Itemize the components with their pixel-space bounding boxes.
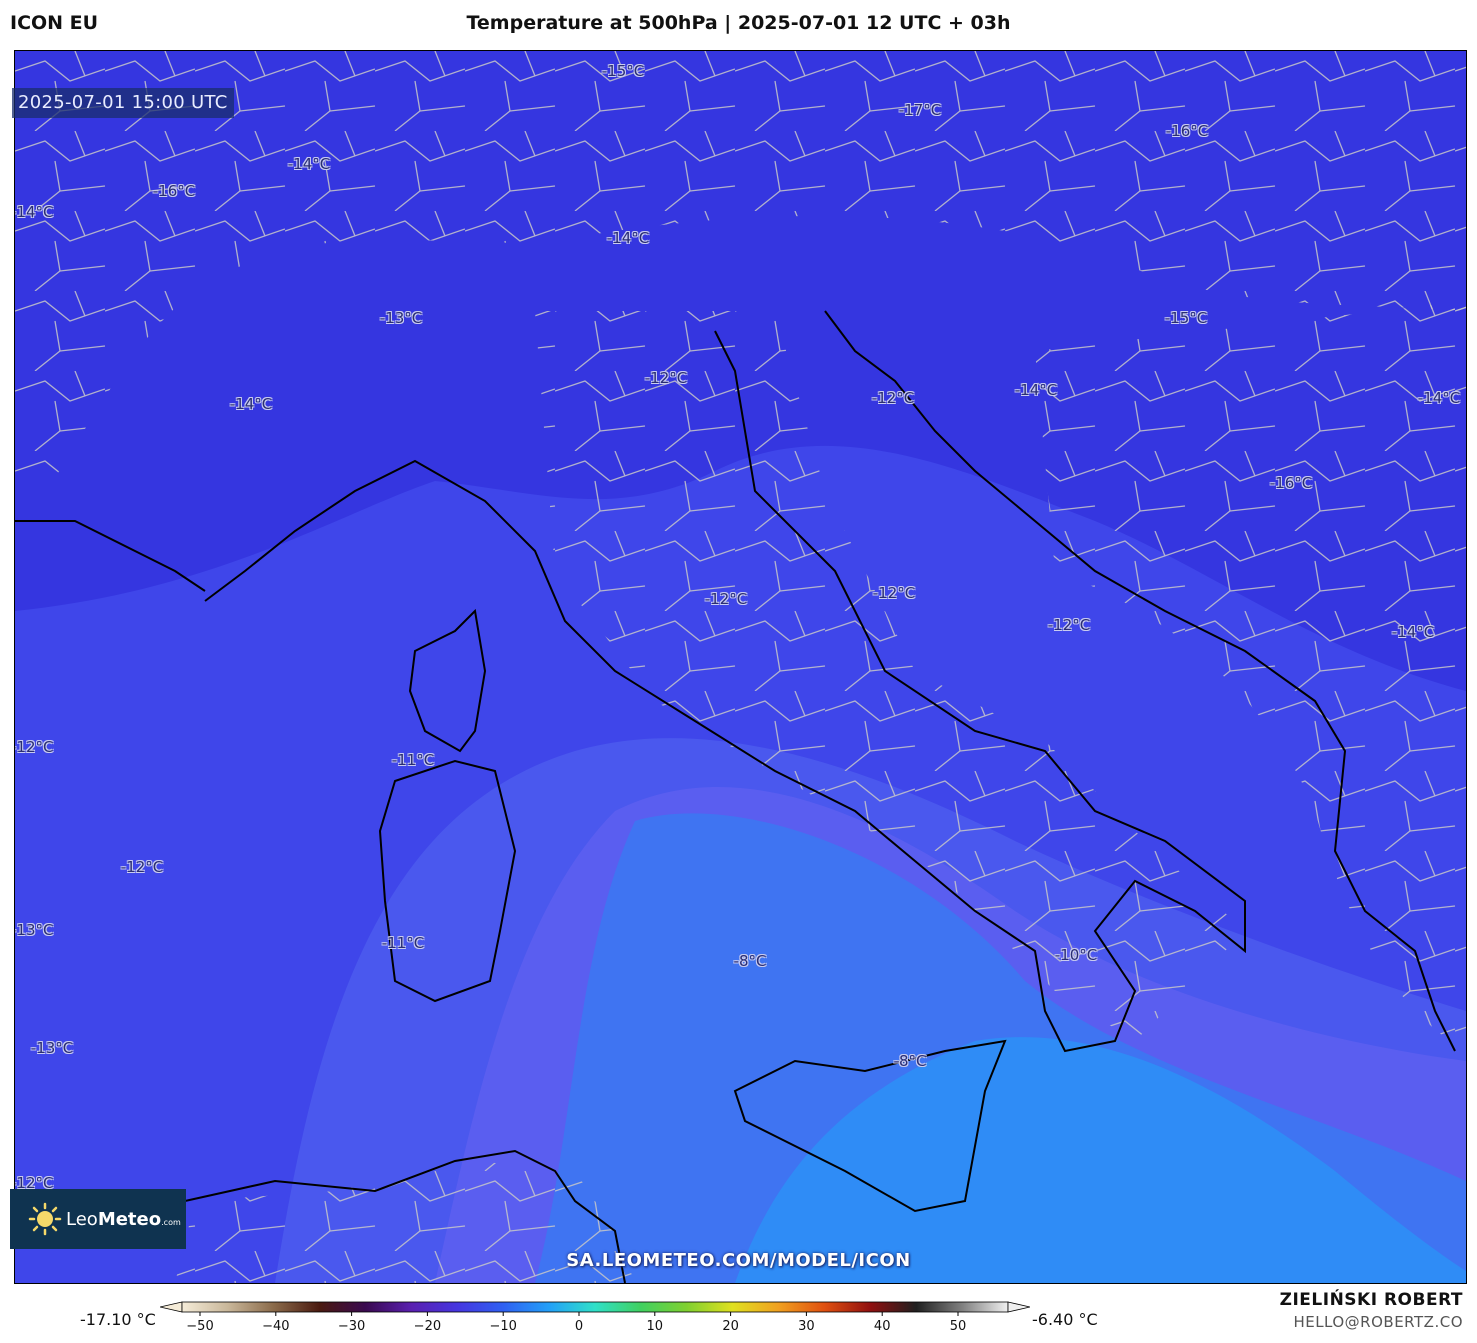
temperature-label: -12°C <box>1047 616 1091 634</box>
colorbar: −50 −40 −30 −20 −10 0 10 20 30 40 50 <box>159 1299 1031 1343</box>
temperature-label: -12°C <box>14 738 54 756</box>
colorbar-tick-label: 10 <box>647 1319 664 1334</box>
temperature-label: -12°C <box>871 389 915 407</box>
temperature-label: -13°C <box>30 1039 74 1057</box>
temperature-label: -15°C <box>601 62 645 80</box>
coast-sardinia <box>378 759 517 1003</box>
border-italy <box>535 311 1245 1041</box>
temperature-label: -14°C <box>1014 381 1058 399</box>
temperature-label: -8°C <box>733 952 767 970</box>
temperature-label: -14°C <box>606 229 650 247</box>
colorbar-min-label: -17.10 °C <box>80 1310 156 1329</box>
temperature-label: -14°C <box>1417 389 1461 407</box>
colorbar-tick-label: 50 <box>950 1319 967 1334</box>
author-name: ZIELIŃSKI ROBERT <box>1279 1290 1463 1310</box>
logo-text: LeoMeteo.com <box>66 1208 181 1230</box>
temperature-label: -13°C <box>379 309 423 327</box>
coast-corsica <box>408 608 487 753</box>
field-hottest <box>735 1037 1466 1283</box>
coast-adriatic <box>824 310 1456 1052</box>
model-name: ICON EU <box>10 12 99 34</box>
leometeo-logo[interactable]: LeoMeteo.com <box>10 1189 186 1249</box>
colorbar-tick-label: 40 <box>874 1319 891 1334</box>
border-north <box>15 51 1466 531</box>
temperature-label: -12°C <box>704 590 748 608</box>
colorbar-tick-label: −40 <box>262 1319 289 1334</box>
temperature-label: -10°C <box>1054 946 1098 964</box>
temperature-label: -11°C <box>391 751 435 769</box>
colorbar-gradient <box>181 1301 1009 1313</box>
sun-icon <box>28 1202 62 1236</box>
temperature-label: -12°C <box>872 584 916 602</box>
temperature-label: -17°C <box>898 101 942 119</box>
temperature-label: -14°C <box>229 395 273 413</box>
coast-sicily <box>733 1039 1007 1213</box>
colorbar-max-label: -6.40 °C <box>1032 1310 1098 1329</box>
colorbar-tick-label: −30 <box>338 1319 365 1334</box>
map-field <box>15 51 1466 1283</box>
coast-italy <box>204 330 1246 1053</box>
temperature-label: -14°C <box>287 155 331 173</box>
temperature-label: -14°C <box>1391 623 1435 641</box>
colorbar-tick-label: −10 <box>489 1319 516 1334</box>
temperature-label: -11°C <box>381 934 425 952</box>
colorbar-min-arrow <box>159 1301 183 1313</box>
temperature-label: -16°C <box>1269 474 1313 492</box>
colorbar-tick-label: 0 <box>575 1319 583 1334</box>
temperature-label: -12°C <box>644 369 688 387</box>
temperature-label: -8°C <box>893 1052 927 1070</box>
temperature-label: -12°C <box>14 1174 54 1192</box>
temperature-label: -14°C <box>14 203 54 221</box>
temperature-label: -16°C <box>152 182 196 200</box>
temperature-map[interactable]: -15°C -17°C -16°C -14°C -16°C -14°C -14°… <box>14 50 1467 1284</box>
colorbar-scale: −50 −40 −30 −20 −10 0 10 20 30 40 50 <box>159 1301 1031 1334</box>
valid-time-badge: 2025-07-01 15:00 UTC <box>12 88 234 118</box>
chart-title: Temperature at 500hPa | 2025-07-01 12 UT… <box>466 12 1011 34</box>
temperature-label: -15°C <box>1164 309 1208 327</box>
colorbar-tick-label: −50 <box>186 1319 213 1334</box>
source-url[interactable]: SA.LEOMETEO.COM/MODEL/ICON <box>566 1250 911 1271</box>
colorbar-max-arrow <box>1007 1301 1031 1313</box>
colorbar-tick-label: 20 <box>722 1319 739 1334</box>
temperature-label: -16°C <box>1165 122 1209 140</box>
temperature-label: -12°C <box>120 858 164 876</box>
author-email[interactable]: HELLO@ROBERTZ.CO <box>1293 1313 1463 1331</box>
border-east <box>1035 301 1466 1051</box>
colorbar-tick-label: 30 <box>798 1319 815 1334</box>
coast-riviera <box>15 520 206 592</box>
border-africa <box>175 1161 635 1283</box>
coast-africa <box>184 1149 626 1283</box>
temperature-label: -13°C <box>14 921 54 939</box>
colorbar-tick-label: −20 <box>414 1319 441 1334</box>
